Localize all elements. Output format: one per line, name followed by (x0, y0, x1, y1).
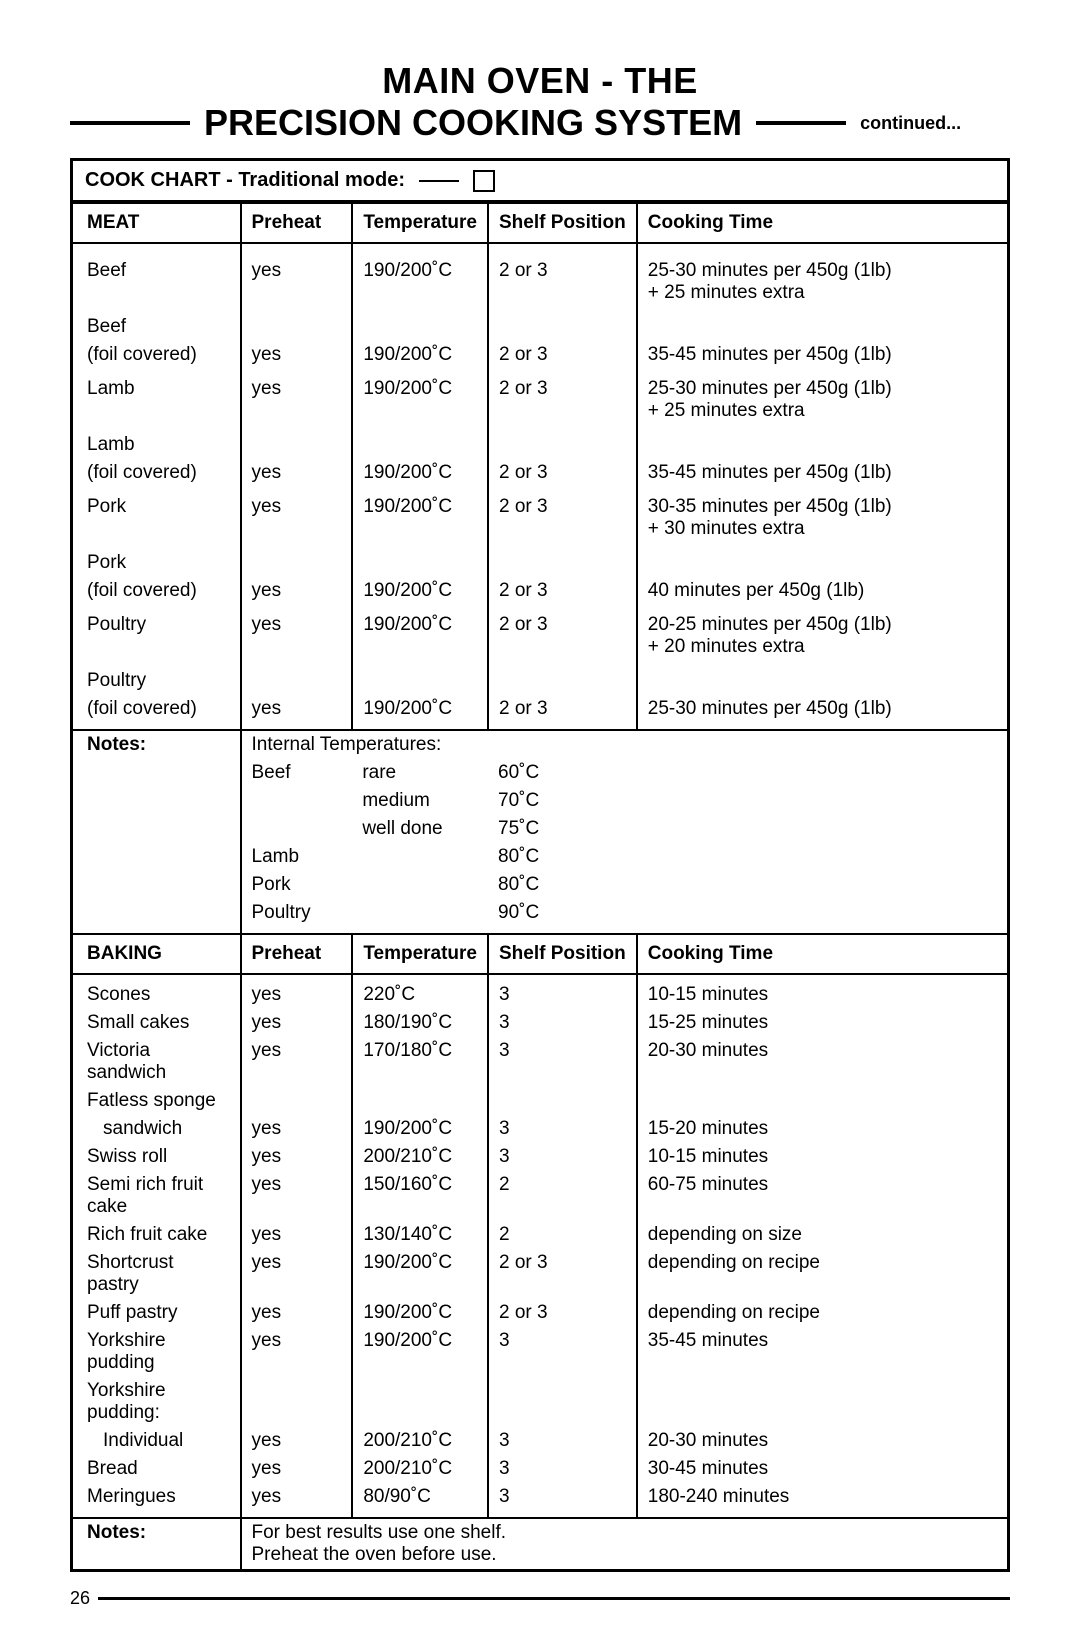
col-shelf-2: Shelf Position (488, 934, 637, 974)
page: MAIN OVEN - THE PRECISION COOKING SYSTEM… (0, 0, 1080, 1649)
table-row: Yorkshire puddingyes190/200˚C335-45 minu… (73, 1327, 1007, 1377)
title-rule-left (70, 121, 190, 125)
table-row: (foil covered)yes190/200˚C2 or 335-45 mi… (73, 341, 1007, 369)
table-row: Victoria sandwichyes170/180˚C320-30 minu… (73, 1037, 1007, 1087)
col-time: Cooking Time (637, 203, 1007, 243)
table-row: Semi rich fruit cakeyes150/160˚C260-75 m… (73, 1171, 1007, 1221)
baking-header: BAKING Preheat Temperature Shelf Positio… (73, 934, 1007, 974)
meat-heading: MEAT (73, 203, 241, 243)
table-row: Fatless sponge (73, 1087, 1007, 1115)
internal-temp-row: Pork80˚C (73, 871, 1007, 899)
table-row: Rich fruit cakeyes130/140˚C2depending on… (73, 1221, 1007, 1249)
table-row: Individualyes200/210˚C320-30 minutes (73, 1427, 1007, 1455)
baking-heading: BAKING (73, 934, 241, 974)
table-row: Beefyes190/200˚C2 or 325-30 minutes per … (73, 257, 1007, 307)
table-row: (foil covered)yes190/200˚C2 or 325-30 mi… (73, 695, 1007, 723)
col-preheat: Preheat (241, 203, 353, 243)
table-row: Poultry (73, 667, 1007, 695)
table-row: Beef (73, 313, 1007, 341)
table-row: Meringuesyes80/90˚C3180-240 minutes (73, 1483, 1007, 1511)
table-row: Poultryyes190/200˚C2 or 320-25 minutes p… (73, 611, 1007, 661)
page-number: 26 (70, 1588, 90, 1609)
internal-temp-row: Lamb80˚C (73, 843, 1007, 871)
col-preheat-2: Preheat (241, 934, 353, 974)
internal-temps-body: Beefrare60˚Cmedium70˚Cwell done75˚CLamb8… (73, 759, 1007, 927)
col-temperature-2: Temperature (352, 934, 488, 974)
table-row: (foil covered)yes190/200˚C2 or 335-45 mi… (73, 459, 1007, 487)
table-row: Sconesyes220˚C310-15 minutes (73, 981, 1007, 1009)
baking-notes: Notes: For best results use one shelf.Pr… (73, 1518, 1007, 1569)
chart-title-rule (419, 180, 459, 182)
table-row: Lambyes190/200˚C2 or 325-30 minutes per … (73, 375, 1007, 425)
page-title-line2: PRECISION COOKING SYSTEM (204, 102, 742, 144)
title-rule-right (756, 121, 846, 125)
footer-rule (98, 1597, 1010, 1600)
meat-body: Beefyes190/200˚C2 or 325-30 minutes per … (73, 243, 1007, 730)
table-row: Lamb (73, 431, 1007, 459)
col-time-2: Cooking Time (637, 934, 1007, 974)
title-block: MAIN OVEN - THE PRECISION COOKING SYSTEM… (70, 60, 1010, 144)
footer: 26 (70, 1588, 1010, 1609)
notes-heading: Internal Temperatures: (241, 730, 1008, 759)
internal-temp-row: medium70˚C (73, 787, 1007, 815)
table-row: Shortcrust pastryyes190/200˚C2 or 3depen… (73, 1249, 1007, 1299)
internal-temp-row: Poultry90˚C (73, 899, 1007, 927)
table-row: Yorkshire pudding: (73, 1377, 1007, 1427)
table-row: Swiss rollyes200/210˚C310-15 minutes (73, 1143, 1007, 1171)
table-row: Small cakesyes180/190˚C315-25 minutes (73, 1009, 1007, 1037)
col-shelf: Shelf Position (488, 203, 637, 243)
page-title-line1: MAIN OVEN - THE (70, 60, 1010, 102)
meat-header: MEAT Preheat Temperature Shelf Position … (73, 203, 1007, 243)
col-temperature: Temperature (352, 203, 488, 243)
baking-notes-text: For best results use one shelf.Preheat t… (241, 1518, 1008, 1569)
cook-chart-table: MEAT Preheat Temperature Shelf Position … (73, 202, 1007, 1569)
page-title-line2-row: PRECISION COOKING SYSTEM continued... (70, 102, 1010, 144)
table-row: Porkyes190/200˚C2 or 330-35 minutes per … (73, 493, 1007, 543)
table-row: (foil covered)yes190/200˚C2 or 340 minut… (73, 577, 1007, 605)
table-row: Pork (73, 549, 1007, 577)
internal-temp-row: Beefrare60˚C (73, 759, 1007, 787)
notes-label-2: Notes: (87, 1522, 146, 1543)
table-row: Puff pastryyes190/200˚C2 or 3depending o… (73, 1299, 1007, 1327)
notes-label: Notes: (87, 734, 146, 755)
continued-label: continued... (860, 113, 961, 134)
chart-title: COOK CHART - Traditional mode: (85, 169, 405, 192)
baking-body: Sconesyes220˚C310-15 minutesSmall cakesy… (73, 974, 1007, 1518)
internal-temp-row: well done75˚C (73, 815, 1007, 843)
table-row: Breadyes200/210˚C330-45 minutes (73, 1455, 1007, 1483)
chart-title-row: COOK CHART - Traditional mode: (73, 161, 1007, 202)
meat-notes: Notes: Internal Temperatures: (73, 730, 1007, 759)
mode-icon-square (473, 170, 495, 192)
chart-outer-frame: COOK CHART - Traditional mode: MEAT Preh… (70, 158, 1010, 1572)
table-row: sandwichyes190/200˚C315-20 minutes (73, 1115, 1007, 1143)
